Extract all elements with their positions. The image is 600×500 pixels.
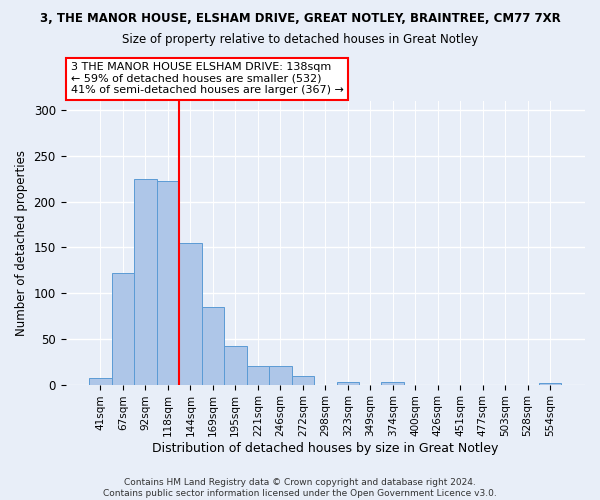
Text: 3 THE MANOR HOUSE ELSHAM DRIVE: 138sqm
← 59% of detached houses are smaller (532: 3 THE MANOR HOUSE ELSHAM DRIVE: 138sqm ←… [71, 62, 344, 95]
Y-axis label: Number of detached properties: Number of detached properties [15, 150, 28, 336]
Bar [292, 376, 314, 384]
Bar [539, 383, 562, 384]
Bar [157, 182, 179, 384]
Bar [269, 366, 292, 384]
Bar [247, 366, 269, 384]
Bar [89, 378, 112, 384]
Bar [382, 382, 404, 384]
Text: 3, THE MANOR HOUSE, ELSHAM DRIVE, GREAT NOTLEY, BRAINTREE, CM77 7XR: 3, THE MANOR HOUSE, ELSHAM DRIVE, GREAT … [40, 12, 560, 26]
Bar [112, 273, 134, 384]
Bar [134, 178, 157, 384]
Bar [179, 242, 202, 384]
Bar [202, 307, 224, 384]
Bar [337, 382, 359, 384]
Text: Size of property relative to detached houses in Great Notley: Size of property relative to detached ho… [122, 32, 478, 46]
Bar [224, 346, 247, 385]
X-axis label: Distribution of detached houses by size in Great Notley: Distribution of detached houses by size … [152, 442, 499, 455]
Text: Contains HM Land Registry data © Crown copyright and database right 2024.
Contai: Contains HM Land Registry data © Crown c… [103, 478, 497, 498]
